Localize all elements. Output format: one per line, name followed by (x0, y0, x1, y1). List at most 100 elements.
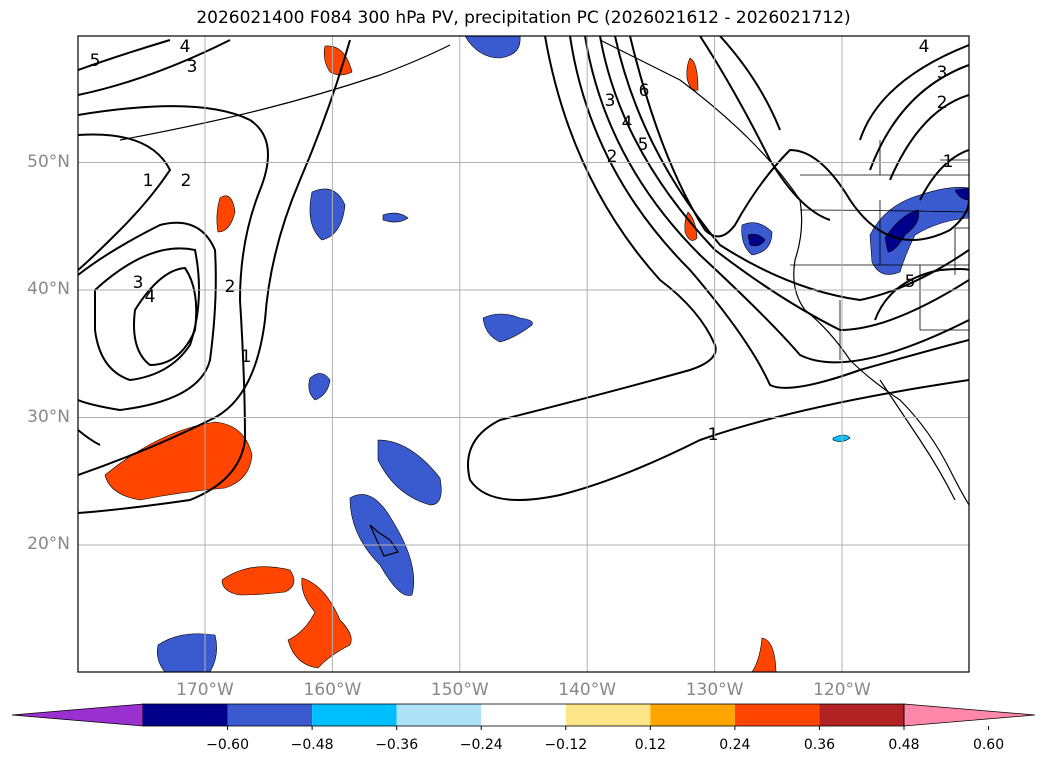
pv-contour-line (629, 36, 969, 241)
map-frame (77, 35, 970, 673)
colorbar-segment (650, 704, 735, 726)
pv-contour-line (94, 247, 200, 382)
latitude-tick-label: 40°N (27, 279, 70, 299)
colorbar-segment (734, 704, 820, 726)
longitude-tick-label: 160°W (303, 680, 362, 700)
contour-label: 4 (180, 37, 191, 57)
pv-contour-line (699, 36, 831, 221)
us-canada-border (799, 209, 969, 213)
longitude-tick-label: 140°W (558, 680, 617, 700)
pv-contour-line (78, 133, 172, 271)
pv-contour-line (78, 105, 269, 514)
baja-coastline (879, 379, 956, 501)
latitude-tick-label: 50°N (27, 151, 70, 172)
precip-negative-area (464, 36, 521, 59)
latitude-tick-label: 20°N (27, 534, 70, 554)
contour-label: 3 (133, 273, 144, 293)
colorbar (11, 703, 1036, 730)
graticule (78, 36, 969, 672)
contour-label: 1 (143, 171, 154, 191)
pv-contour-line (78, 221, 217, 412)
contour-label: 5 (90, 51, 101, 71)
contour-label: 4 (622, 113, 633, 133)
colorbar-tick-label: −0.48 (290, 737, 334, 753)
precip-strong-negative-area (747, 233, 766, 247)
precipitation-shading (104, 36, 969, 672)
precip-positive-area (751, 637, 777, 672)
colorbar-tick-label: 0.48 (888, 737, 920, 753)
pv-contour-line (569, 36, 969, 389)
precip-positive-area (104, 421, 253, 501)
precip-negative-area (869, 187, 969, 275)
contour-label: 6 (639, 81, 650, 101)
colorbar-max-extension (903, 703, 1036, 727)
colorbar-tick-label: −0.36 (375, 737, 419, 753)
coastlines (119, 39, 969, 557)
pv-contour-line (889, 94, 969, 181)
pv-contour-line (614, 36, 969, 302)
longitude-tick-label: 130°W (685, 680, 744, 700)
precip-positive-area (221, 566, 295, 596)
pv-contour-line (467, 36, 969, 501)
pv-contours (78, 36, 969, 514)
precip-negative-area (382, 212, 409, 223)
us-west-coastline (793, 259, 969, 506)
colorbar-segment (143, 704, 228, 726)
precip-positive-area (216, 195, 236, 233)
contour-label: 3 (937, 63, 948, 83)
precip-strong-negative-area (954, 187, 969, 201)
pv-contour-line (78, 39, 351, 476)
colorbar-tick-label: −0.12 (544, 737, 588, 753)
colorbar-segment (312, 704, 397, 726)
precip-positive-area (323, 45, 353, 76)
contour-label: 2 (937, 93, 948, 113)
pv-contour-line (78, 39, 171, 71)
pv-contour-line (919, 149, 969, 201)
longitude-tick-label: 170°W (176, 680, 234, 700)
precip-negative-area (482, 313, 533, 343)
contour-label: 3 (187, 57, 198, 77)
pv-contour-line (584, 36, 969, 364)
colorbar-segment (481, 704, 566, 726)
colorbar-tick-label: −0.24 (459, 737, 503, 753)
canada-provinces (800, 140, 969, 176)
precip-negative-area (157, 633, 217, 672)
contour-label: 5 (638, 135, 649, 155)
pv-contour-line (78, 429, 101, 446)
pv-contour-line (133, 266, 198, 367)
colorbar-segment (227, 704, 313, 726)
colorbar-segment (396, 704, 482, 726)
contour-label: 5 (905, 272, 916, 292)
state-borders (790, 159, 969, 360)
contour-label: 4 (919, 37, 930, 57)
colorbar-min-extension (11, 703, 144, 727)
precip-strong-negative-area (884, 209, 919, 253)
colorbar-frame (142, 703, 905, 727)
precip-negative-area (309, 188, 346, 241)
contour-label: 1 (708, 425, 719, 445)
longitude-tick-label: 150°W (430, 680, 489, 700)
contour-label: 1 (943, 152, 954, 172)
contour-label: 1 (241, 347, 252, 367)
pv-contour-line (78, 39, 231, 96)
contour-label: 4 (145, 287, 156, 307)
canada-coastline (599, 39, 803, 261)
pv-contour-line (719, 36, 781, 131)
precip-negative-area (308, 373, 331, 401)
precip-negative-area (377, 439, 442, 506)
contour-label: 3 (605, 91, 616, 111)
colorbar-tick-label: −0.60 (206, 737, 249, 753)
hawaii-islands (369, 524, 399, 557)
colorbar-tick-label: 0.24 (719, 737, 751, 753)
contour-label: 2 (181, 171, 192, 191)
map-title: 2026021400 F084 300 hPa PV, precipitatio… (196, 8, 851, 28)
contour-label: 2 (607, 147, 618, 167)
colorbar-segment (565, 704, 651, 726)
colorbar-tick-label: 0.12 (634, 737, 666, 753)
alaska-coastline (119, 44, 451, 141)
precip-positive-area (287, 577, 352, 669)
colorbar-tick-label: 0.60 (972, 737, 1005, 753)
pv-contour-line (859, 44, 969, 141)
